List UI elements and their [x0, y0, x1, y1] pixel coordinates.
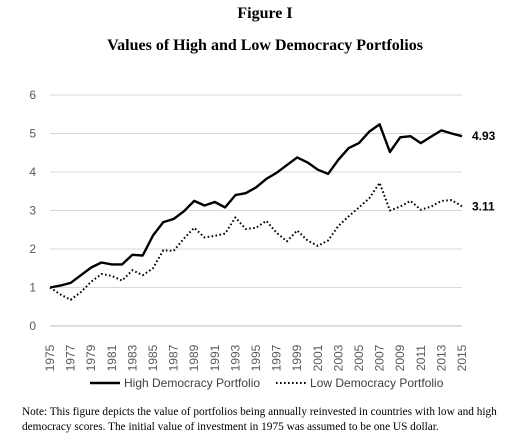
x-tick-label: 1997: [270, 344, 284, 371]
x-tick-label: 2003: [331, 344, 345, 371]
low-democracy-line: [49, 181, 463, 301]
x-tick-label: 1987: [167, 344, 181, 371]
x-tick-label: 2013: [434, 344, 448, 371]
x-tick-label: 2011: [414, 345, 428, 371]
x-tick-label: 1975: [43, 344, 57, 371]
x-tick-label: 1989: [187, 344, 201, 371]
y-tick-label: 0: [29, 319, 36, 333]
x-tick-label: 2015: [455, 344, 469, 371]
y-tick-label: 2: [29, 242, 36, 256]
x-tick-label: 2009: [393, 344, 407, 371]
x-tick-label: 2001: [311, 344, 325, 371]
figure-number: Figure I: [237, 5, 293, 22]
low-democracy-end-label: 3.11: [472, 199, 495, 213]
x-tick-label: 1979: [84, 344, 98, 371]
high-democracy-line: [49, 123, 463, 289]
y-tick-label: 6: [29, 88, 36, 102]
x-tick-label: 1993: [228, 344, 242, 371]
y-tick-label: 3: [29, 204, 36, 218]
x-tick-label: 1981: [105, 344, 119, 371]
x-tick-label: 1985: [146, 344, 160, 371]
legend-high-label: High Democracy Portfolio: [124, 376, 260, 390]
legend-low-label: Low Democracy Portfolio: [310, 376, 444, 390]
chart-title: Values of High and Low Democracy Portfol…: [107, 37, 423, 54]
x-tick-label: 1983: [125, 344, 139, 371]
figure-note: Note: This figure depicts the value of p…: [22, 406, 497, 433]
x-tick-label: 2007: [373, 344, 387, 371]
high-democracy-end-label: 4.93: [472, 129, 496, 143]
y-tick-label: 4: [29, 165, 36, 179]
x-tick-label: 1977: [64, 344, 78, 371]
x-tick-label: 1991: [208, 344, 222, 371]
y-tick-label: 5: [29, 127, 36, 141]
x-tick-label: 1999: [290, 344, 304, 371]
y-tick-label: 1: [29, 281, 36, 295]
x-tick-label: 2005: [352, 344, 366, 371]
x-tick-label: 1995: [249, 344, 263, 371]
